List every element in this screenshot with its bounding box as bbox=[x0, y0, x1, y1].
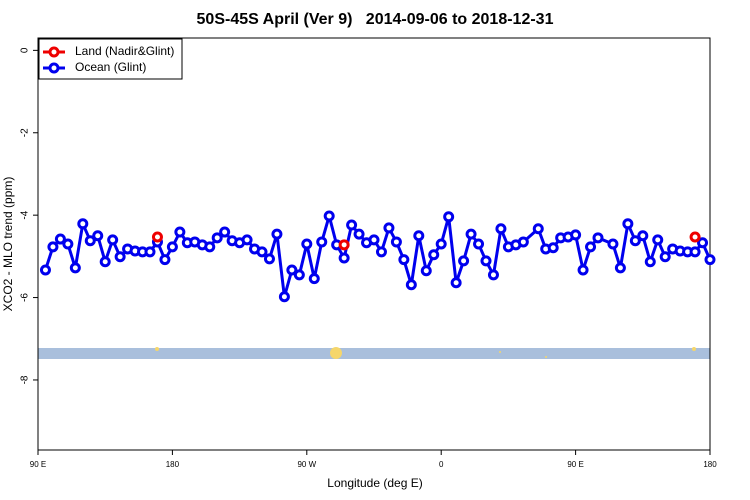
data-point bbox=[577, 264, 589, 276]
surface-dot bbox=[155, 347, 159, 351]
data-point bbox=[704, 254, 716, 266]
data-point bbox=[420, 265, 432, 277]
data-point bbox=[383, 222, 395, 234]
x-axis-label: Longitude (deg E) bbox=[327, 476, 422, 490]
surface-dot bbox=[692, 347, 696, 351]
data-point bbox=[353, 228, 365, 240]
y-tick-label: -4 bbox=[20, 210, 31, 219]
data-point bbox=[629, 235, 641, 247]
legend-label: Ocean (Glint) bbox=[75, 60, 146, 74]
x-tick-label: 90 E bbox=[30, 460, 46, 469]
data-point bbox=[689, 231, 701, 243]
data-point bbox=[652, 234, 664, 246]
data-point bbox=[480, 255, 492, 267]
data-point bbox=[346, 219, 358, 231]
legend-marker bbox=[48, 62, 60, 74]
data-point bbox=[495, 223, 507, 235]
data-point bbox=[293, 269, 305, 281]
data-point bbox=[263, 253, 275, 265]
data-point bbox=[487, 269, 499, 281]
data-point bbox=[278, 291, 290, 303]
data-point bbox=[54, 233, 66, 245]
x-tick-label: 90 W bbox=[297, 460, 316, 469]
y-axis-label: XCO2 - MLO trend (ppm) bbox=[1, 177, 15, 312]
data-point bbox=[256, 246, 268, 258]
data-point bbox=[398, 254, 410, 266]
x-tick-label: 180 bbox=[703, 460, 717, 469]
y-tick-label: -6 bbox=[20, 293, 31, 302]
surface-dot bbox=[330, 347, 342, 359]
data-point bbox=[107, 234, 119, 246]
surface-dot bbox=[499, 351, 501, 353]
data-point bbox=[637, 230, 649, 242]
data-point bbox=[144, 246, 156, 258]
data-point bbox=[39, 264, 51, 276]
data-point bbox=[375, 246, 387, 258]
legend-marker bbox=[48, 46, 60, 58]
data-point bbox=[211, 232, 223, 244]
data-point bbox=[92, 230, 104, 242]
data-point bbox=[301, 238, 313, 250]
plot-frame bbox=[37, 37, 711, 451]
data-point bbox=[435, 238, 447, 250]
data-point bbox=[570, 229, 582, 241]
data-point bbox=[99, 256, 111, 268]
data-point bbox=[428, 249, 440, 261]
surface-band bbox=[38, 348, 710, 359]
y-tick-label: 0 bbox=[20, 47, 31, 53]
data-point bbox=[114, 251, 126, 263]
data-point bbox=[517, 236, 529, 248]
data-point bbox=[659, 251, 671, 263]
data-point bbox=[585, 241, 597, 253]
legend-box bbox=[38, 38, 183, 80]
y-tick-label: -8 bbox=[20, 375, 31, 384]
x-tick-label: 0 bbox=[439, 460, 444, 469]
data-point bbox=[368, 234, 380, 246]
x-tick-label: 90 E bbox=[567, 460, 583, 469]
data-point bbox=[458, 255, 470, 267]
data-point bbox=[607, 238, 619, 250]
data-point bbox=[443, 211, 455, 223]
data-point bbox=[69, 262, 81, 274]
data-point bbox=[316, 236, 328, 248]
data-point bbox=[308, 273, 320, 285]
legend: Land (Nadir&Glint) Ocean (Glint) bbox=[38, 38, 183, 80]
data-point bbox=[592, 232, 604, 244]
data-point bbox=[338, 252, 350, 264]
data-point bbox=[84, 235, 96, 247]
legend-label: Land (Nadir&Glint) bbox=[75, 44, 174, 58]
data-point bbox=[47, 241, 59, 253]
data-point bbox=[174, 226, 186, 238]
data-point bbox=[614, 262, 626, 274]
surface-dot bbox=[545, 356, 547, 358]
data-point bbox=[689, 246, 701, 258]
x-tick-label: 180 bbox=[166, 460, 180, 469]
data-point bbox=[62, 238, 74, 250]
data-point bbox=[286, 264, 298, 276]
data-point bbox=[390, 236, 402, 248]
data-point bbox=[271, 228, 283, 240]
data-point bbox=[450, 277, 462, 289]
data-point bbox=[413, 230, 425, 242]
data-point bbox=[241, 234, 253, 246]
data-point bbox=[166, 241, 178, 253]
data-point bbox=[532, 223, 544, 235]
data-point bbox=[465, 228, 477, 240]
data-point bbox=[405, 279, 417, 291]
data-point bbox=[338, 239, 350, 251]
data-point bbox=[547, 242, 559, 254]
chart-title: 50S-45S April (Ver 9) 2014-09-06 to 2018… bbox=[197, 11, 554, 28]
data-point bbox=[204, 241, 216, 253]
data-point bbox=[151, 231, 163, 243]
data-point bbox=[323, 210, 335, 222]
data-point bbox=[473, 238, 485, 250]
data-point bbox=[644, 256, 656, 268]
data-point bbox=[159, 254, 171, 266]
data-point bbox=[697, 237, 709, 249]
data-point bbox=[77, 218, 89, 230]
data-point bbox=[219, 226, 231, 238]
data-point bbox=[622, 218, 634, 230]
y-tick-label: -2 bbox=[20, 128, 31, 137]
